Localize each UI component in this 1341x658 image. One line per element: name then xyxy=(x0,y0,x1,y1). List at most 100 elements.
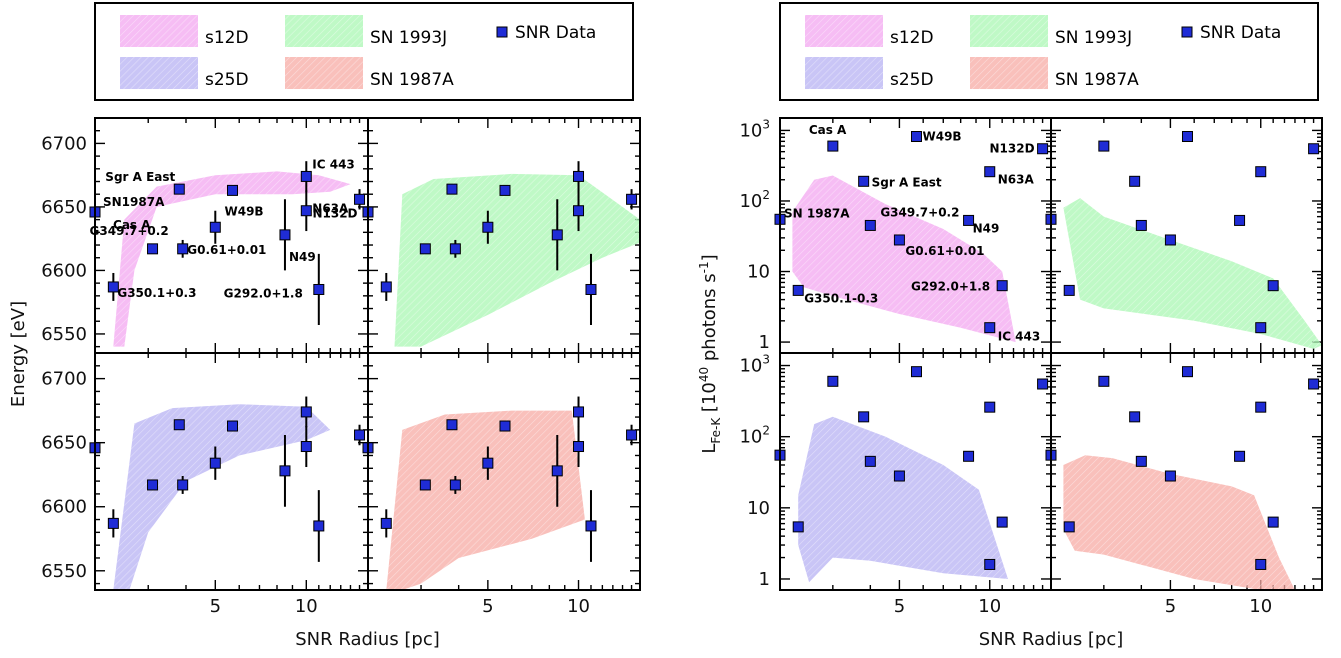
data-point xyxy=(585,520,597,532)
data-point xyxy=(827,140,839,152)
data-point xyxy=(573,170,585,182)
data-point xyxy=(1234,214,1246,226)
data-point xyxy=(551,229,563,241)
x-axis-title: SNR Radius [pc] xyxy=(979,629,1124,650)
data-point xyxy=(1267,516,1279,528)
x-tick-label: 10 xyxy=(978,596,1001,617)
data-point xyxy=(226,420,238,432)
data-point xyxy=(1164,470,1176,482)
data-point xyxy=(858,411,870,423)
x-axis-title: SNR Radius [pc] xyxy=(295,629,440,650)
data-point xyxy=(996,516,1008,528)
data-point xyxy=(1129,411,1141,423)
model-band-s25d xyxy=(798,416,1008,583)
legend-label: SNR Data xyxy=(515,23,596,43)
data-point xyxy=(354,429,366,441)
panel-frame xyxy=(1050,352,1323,591)
data-point xyxy=(573,441,585,453)
point-label: N63A xyxy=(312,202,349,216)
point-label: SN 1987A xyxy=(784,206,850,220)
point-label: Sgr A East xyxy=(872,175,942,189)
data-point xyxy=(380,281,392,293)
y-tick-label: 102 xyxy=(739,424,770,448)
point-label: N63A xyxy=(998,173,1035,187)
point-label: G350.1+0.3 xyxy=(117,286,196,300)
data-point xyxy=(177,243,189,255)
x-tick-label: 5 xyxy=(482,596,493,617)
data-point xyxy=(1255,401,1267,413)
data-point xyxy=(380,517,392,529)
data-point xyxy=(963,450,975,462)
y-tick-label: 10 xyxy=(747,498,770,519)
point-label: N49 xyxy=(973,221,1000,235)
data-point xyxy=(1063,521,1075,533)
data-point xyxy=(573,406,585,418)
legend-label: SN 1987A xyxy=(1055,70,1139,90)
data-point xyxy=(446,419,458,431)
y-axis-title: LFe-K [1040 photons s-1] xyxy=(697,254,723,453)
data-point xyxy=(419,243,431,255)
data-point xyxy=(1255,322,1267,334)
data-point xyxy=(1037,378,1049,390)
data-point xyxy=(792,521,804,533)
point-label: N49 xyxy=(289,250,316,264)
data-point xyxy=(1037,143,1049,155)
y-tick-label: 6700 xyxy=(41,133,87,154)
x-tick-label: 10 xyxy=(295,596,318,617)
legend-marker xyxy=(1181,26,1193,38)
data-point xyxy=(551,465,563,477)
data-point xyxy=(107,517,119,529)
data-point xyxy=(984,401,996,413)
point-label: G350.1-0.3 xyxy=(804,291,878,305)
data-point xyxy=(864,455,876,467)
data-point xyxy=(1129,175,1141,187)
legend-swatch xyxy=(285,57,363,89)
y-tick-label: 6650 xyxy=(41,433,87,454)
data-point xyxy=(482,221,494,233)
y-tick-label: 6650 xyxy=(41,197,87,218)
x-tick-label: 5 xyxy=(894,596,905,617)
point-label: Cas A xyxy=(809,123,847,137)
data-point xyxy=(626,429,638,441)
legend-label: SN 1987A xyxy=(370,70,454,90)
data-point xyxy=(147,243,159,255)
data-point xyxy=(1135,219,1147,231)
data-point xyxy=(792,284,804,296)
y-tick-label: 1 xyxy=(759,569,770,590)
data-point xyxy=(858,175,870,187)
point-label: Cas A xyxy=(113,218,151,232)
data-point xyxy=(449,479,461,491)
legend-swatch xyxy=(970,15,1048,47)
model-band-s12d xyxy=(792,175,1016,343)
data-point xyxy=(107,281,119,293)
y-tick-label: 6600 xyxy=(41,497,87,518)
model-band-s12d xyxy=(113,171,351,347)
legend-label: s12D xyxy=(890,28,934,48)
point-label: G349.7+0.2 xyxy=(880,205,959,219)
data-point xyxy=(984,558,996,570)
data-point xyxy=(827,375,839,387)
point-label: W49B xyxy=(922,130,961,144)
data-point xyxy=(1255,558,1267,570)
legend-swatch xyxy=(120,15,198,47)
panel-frame xyxy=(367,352,641,591)
model-band-sn-1993j xyxy=(1063,198,1322,349)
data-point xyxy=(626,193,638,205)
model-band-sn-1993j xyxy=(394,173,640,347)
data-point xyxy=(419,479,431,491)
data-point xyxy=(313,520,325,532)
legend-label: s12D xyxy=(205,28,249,48)
legend-label: SN 1993J xyxy=(1055,28,1132,48)
legend-swatch xyxy=(285,15,363,47)
data-point xyxy=(449,243,461,255)
legend: s12D SN 1993J s25D SN 1987A SNR Data xyxy=(779,2,1319,101)
y-tick-label: 102 xyxy=(739,188,770,212)
data-point xyxy=(984,166,996,178)
point-label: G0.61+0.01 xyxy=(187,243,266,257)
legend-label: SN 1993J xyxy=(370,28,447,48)
legend-marker xyxy=(496,26,508,38)
y-tick-label: 10 xyxy=(747,262,770,283)
point-label: G292.0+1.8 xyxy=(911,280,990,294)
y-tick-label: 103 xyxy=(739,353,770,377)
y-tick-label: 6600 xyxy=(41,260,87,281)
